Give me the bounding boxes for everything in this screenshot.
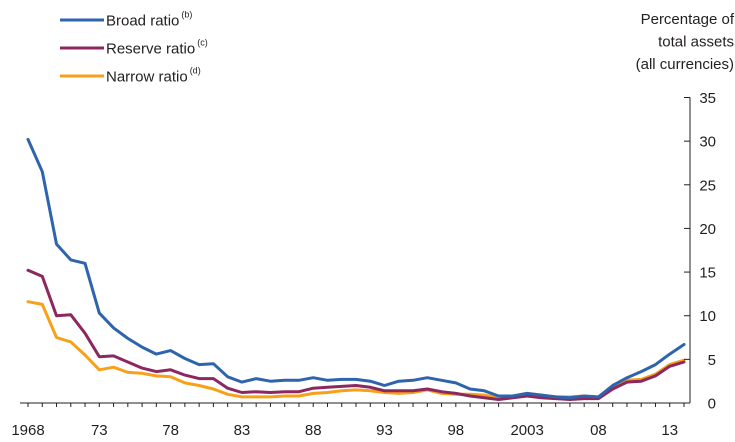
y-axis-unit-label-line: total assets [658, 34, 734, 51]
x-tick-label: 1968 [11, 422, 44, 439]
legend-label-narrow-ratio: Narrow ratio (d) [106, 66, 201, 86]
y-tick-label: 35 [699, 90, 716, 107]
x-tick-label: 73 [91, 422, 108, 439]
x-tick-label: 2003 [510, 422, 543, 439]
series-line-narrow-ratio [26, 300, 686, 400]
x-tick-label: 13 [661, 422, 678, 439]
y-tick-label: 30 [699, 134, 716, 151]
y-tick-label: 5 [708, 352, 716, 369]
legend-label-reserve-ratio: Reserve ratio (c) [106, 38, 208, 58]
y-axis-unit-label: Percentage of total assets (all currencies… [636, 11, 735, 73]
x-tick-label: 88 [305, 422, 322, 439]
x-tick-label: 93 [376, 422, 393, 439]
legend-footnote-marker: (b) [181, 10, 192, 20]
x-tick-label: 83 [234, 422, 251, 439]
legend-footnote-marker: (d) [190, 66, 201, 76]
series-group [26, 137, 686, 401]
series-line-broad-ratio [26, 137, 686, 400]
y-axis-unit-label-line: (all currencies) [636, 56, 734, 73]
y-tick-label: 15 [699, 265, 716, 282]
y-tick-label: 20 [699, 221, 716, 238]
legend-footnote-marker: (c) [197, 38, 208, 48]
y-tick-label: 10 [699, 308, 716, 325]
x-tick-label: 78 [162, 422, 179, 439]
y-tick-label: 0 [708, 396, 716, 413]
series-line-reserve-ratio [26, 268, 686, 401]
x-tick-label: 08 [590, 422, 607, 439]
x-tick-label: 98 [447, 422, 464, 439]
legend: Broad ratio (b) Reserve ratio (c) Narrow rat… [60, 10, 208, 86]
axes: 0 5 10 15 20 25 30 35 1968 73 78 83 88 93 98 2003 08 13 [11, 90, 716, 439]
y-axis-unit-label-line: Percentage of [641, 11, 735, 28]
legend-label-broad-ratio: Broad ratio (b) [106, 10, 192, 30]
y-tick-label: 25 [699, 177, 716, 194]
